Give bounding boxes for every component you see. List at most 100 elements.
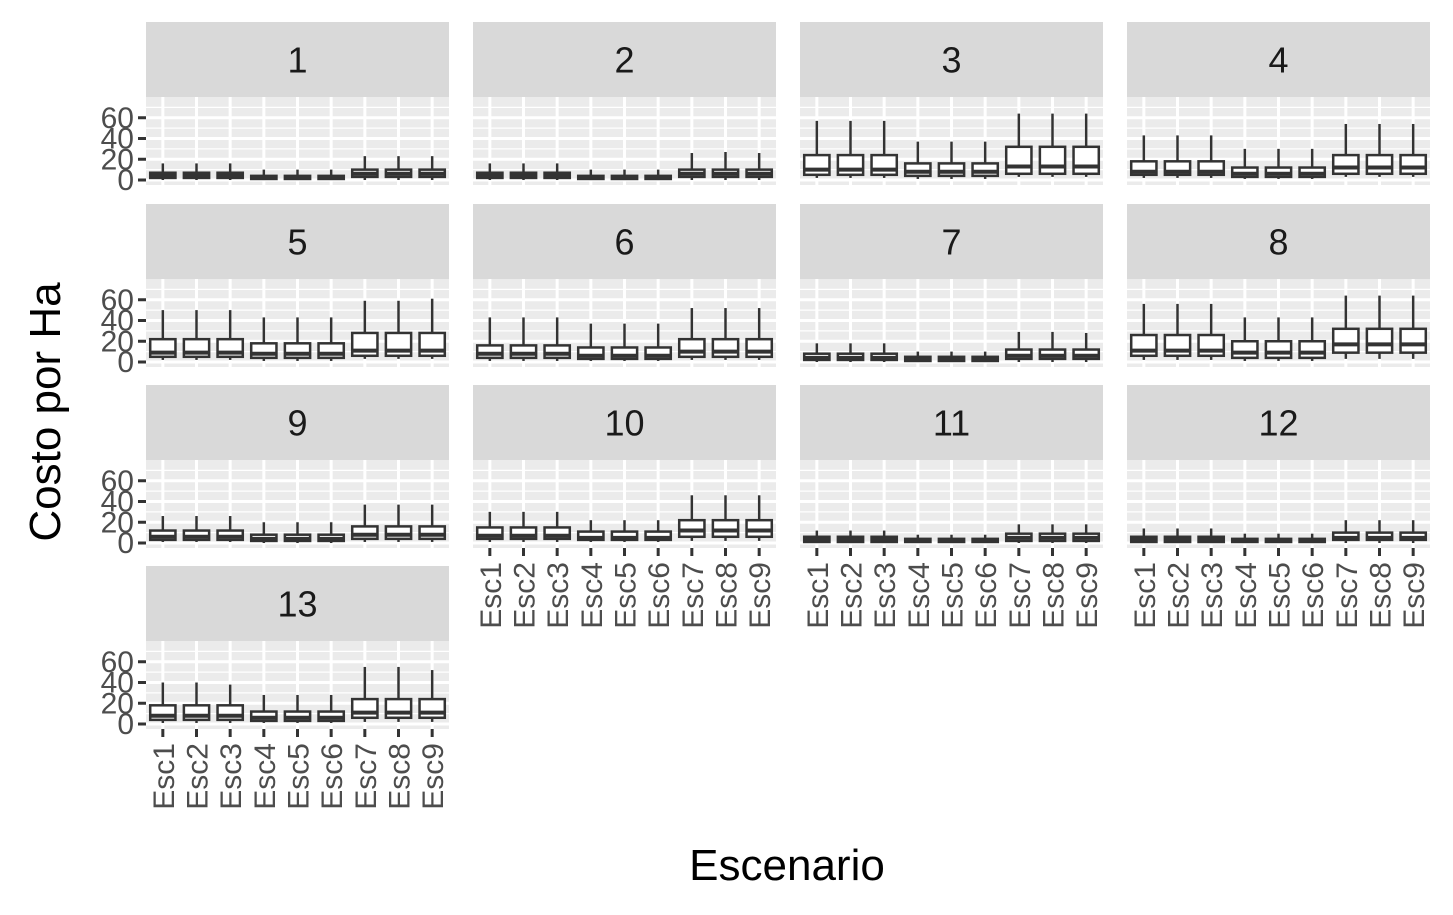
facet-strip-label: 8: [1268, 222, 1288, 263]
box-Esc6: [971, 351, 1000, 363]
box-Esc3: [870, 343, 899, 362]
x-tick-label: Esc5: [1264, 562, 1297, 629]
box-iqr: [1004, 145, 1033, 176]
box-Esc2: [182, 516, 211, 542]
box-Esc7: [350, 504, 379, 542]
box-iqr: [576, 346, 605, 361]
box-Esc7: [1331, 123, 1360, 177]
box-Esc7: [1004, 113, 1033, 177]
box-iqr: [509, 344, 538, 360]
facet-strip-label: 6: [614, 222, 634, 263]
x-tick-label: Esc1: [1129, 562, 1162, 629]
box-Esc9: [418, 156, 447, 180]
facet-strip: [1127, 385, 1430, 460]
box-Esc4: [903, 534, 932, 544]
box-Esc4: [249, 694, 278, 723]
x-tick-label: Esc2: [836, 562, 869, 629]
x-tick-label: Esc3: [869, 562, 902, 629]
box-iqr: [1038, 145, 1067, 176]
box-Esc4: [1230, 533, 1259, 544]
box-iqr: [350, 697, 379, 720]
box-Esc4: [249, 522, 278, 543]
box-iqr: [475, 526, 504, 541]
y-tick-label: 40: [101, 667, 134, 700]
box-iqr: [1163, 333, 1192, 358]
box-Esc8: [384, 300, 413, 359]
box-Esc6: [644, 169, 673, 181]
x-tick-label: Esc8: [711, 562, 744, 629]
box-Esc5: [937, 534, 966, 544]
x-tick-label: Esc4: [903, 562, 936, 629]
box-Esc3: [870, 120, 899, 178]
box-Esc5: [610, 169, 639, 181]
box-Esc6: [1298, 317, 1327, 361]
box-iqr: [745, 518, 774, 539]
x-tick-label: Esc5: [283, 743, 316, 810]
box-Esc3: [1197, 528, 1226, 544]
box-Esc5: [283, 694, 312, 723]
box-Esc7: [677, 308, 706, 360]
facet-strip: [800, 204, 1103, 279]
box-Esc9: [1072, 524, 1101, 543]
box-iqr: [870, 153, 899, 177]
y-tick-label: 20: [101, 325, 134, 358]
facet-strip-label: 1: [287, 40, 307, 81]
x-tick-label: Esc7: [1004, 562, 1037, 629]
x-tick-label: Esc1: [802, 562, 835, 629]
box-iqr: [1197, 333, 1226, 358]
box-iqr: [1129, 333, 1158, 358]
box-Esc9: [745, 153, 774, 180]
box-Esc6: [971, 141, 1000, 179]
box-Esc2: [182, 163, 211, 180]
box-Esc8: [384, 504, 413, 542]
box-Esc1: [148, 310, 177, 360]
box-iqr: [937, 162, 966, 178]
x-tick-label: Esc9: [1071, 562, 1104, 629]
facet-strip-label: 10: [604, 403, 644, 444]
y-tick-label: 0: [117, 708, 134, 741]
box-iqr: [802, 153, 831, 177]
facet-panel-11: 11 Esc1 Esc2 Esc3 Esc4 Esc5 Esc6 Esc7 Esc8 Esc9: [800, 385, 1104, 629]
box-Esc5: [610, 520, 639, 542]
box-Esc4: [576, 520, 605, 542]
box-Esc4: [903, 351, 932, 363]
box-iqr: [384, 525, 413, 541]
box-iqr: [1399, 327, 1428, 354]
box-iqr: [1331, 153, 1360, 176]
box-Esc5: [283, 317, 312, 361]
box-Esc7: [1004, 331, 1033, 362]
box-iqr: [610, 346, 639, 361]
box-iqr: [418, 525, 447, 541]
box-Esc3: [216, 684, 245, 723]
x-tick-label: Esc7: [677, 562, 710, 629]
x-tick-label: Esc8: [1038, 562, 1071, 629]
facet-strip: [1127, 22, 1430, 97]
box-Esc1: [475, 511, 504, 542]
box-Esc5: [610, 323, 639, 361]
x-tick-label: Esc4: [1230, 562, 1263, 629]
box-Esc8: [1365, 520, 1394, 543]
box-Esc5: [1264, 533, 1293, 544]
box-Esc9: [745, 495, 774, 541]
y-tick-label: 0: [117, 346, 134, 379]
box-iqr: [644, 530, 673, 542]
box-iqr: [475, 344, 504, 360]
y-tick-label: 20: [101, 143, 134, 176]
box-Esc6: [971, 534, 1000, 544]
box-Esc2: [1163, 528, 1192, 544]
box-Esc8: [384, 156, 413, 180]
box-iqr: [903, 162, 932, 178]
box-Esc7: [677, 153, 706, 180]
facet-strip-label: 9: [287, 403, 307, 444]
box-Esc1: [802, 530, 831, 544]
y-tick-label: 40: [101, 486, 134, 519]
facet-strip-label: 5: [287, 222, 307, 263]
facet-strip-label: 13: [277, 584, 317, 625]
box-Esc7: [350, 156, 379, 180]
box-iqr: [1365, 327, 1394, 354]
box-Esc4: [576, 169, 605, 181]
box-Esc2: [182, 682, 211, 723]
box-Esc1: [802, 120, 831, 178]
box-Esc2: [836, 530, 865, 544]
